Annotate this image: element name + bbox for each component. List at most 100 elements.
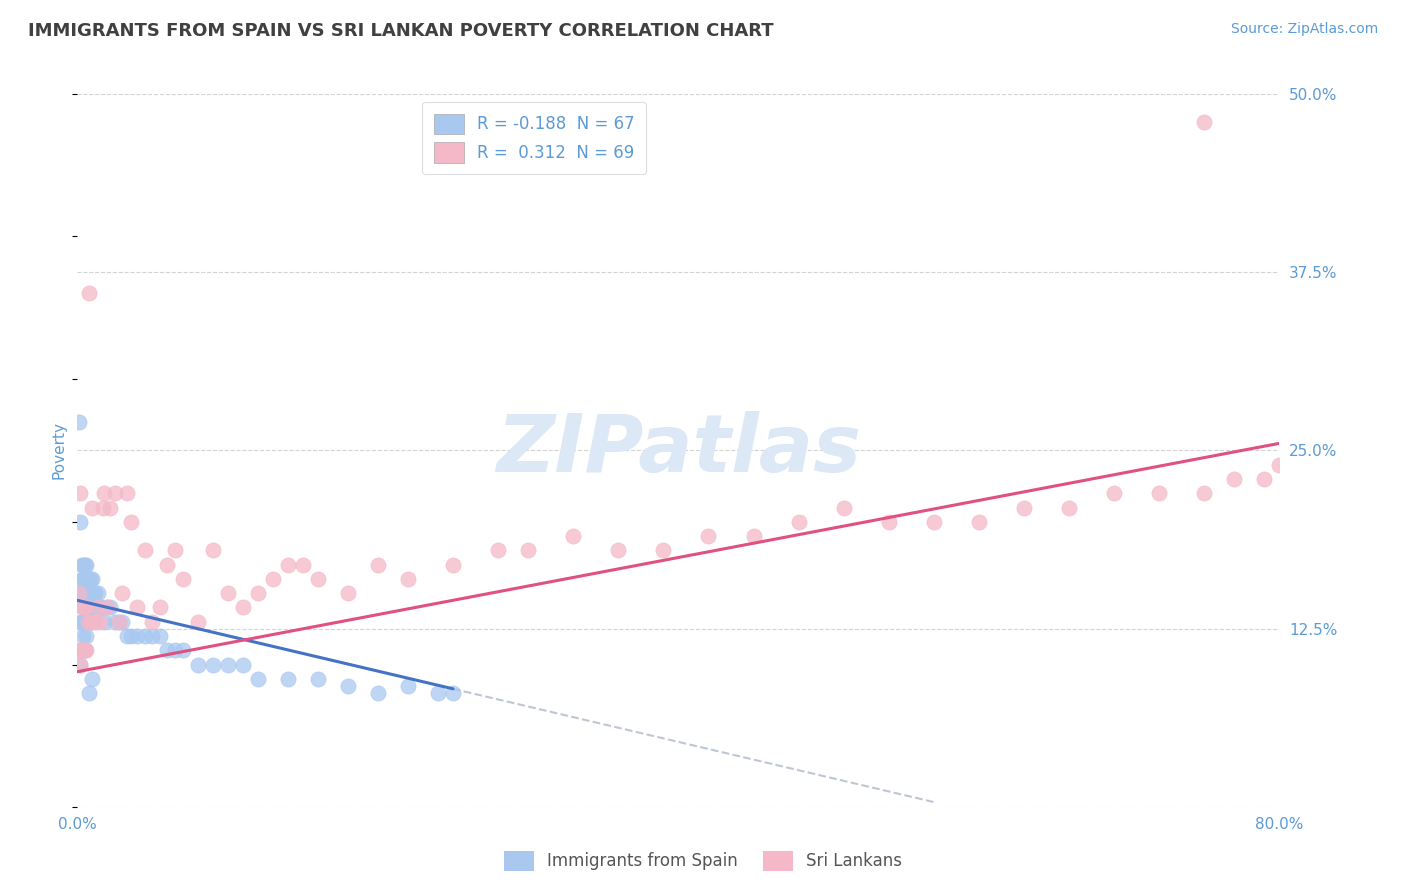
Point [84,615,107,629]
Point [79,286,101,301]
Point [104,486,127,500]
Text: ZIPatlas: ZIPatlas [496,411,860,490]
Point [72,629,94,643]
Point [80,572,103,586]
Point [70,615,93,629]
Point [1194,115,1216,129]
Point [163,543,186,558]
Point [76,615,98,629]
Point [89,600,111,615]
Point [486,543,509,558]
Point [96,600,118,615]
Point [79,600,101,615]
Point [82,672,104,686]
Point [517,543,540,558]
Legend: Immigrants from Spain, Sri Lankans: Immigrants from Spain, Sri Lankans [495,842,911,880]
Point [427,686,450,700]
Point [742,529,765,543]
Point [70,643,93,657]
Point [67,415,90,429]
Point [120,515,142,529]
Point [163,643,186,657]
Point [291,558,314,572]
Point [307,572,329,586]
Point [232,600,254,615]
Point [70,572,93,586]
Point [246,672,269,686]
Point [877,515,900,529]
Point [307,672,329,686]
Point [72,643,94,657]
Point [104,615,127,629]
Point [217,657,239,672]
Point [73,572,96,586]
Point [115,629,138,643]
Point [93,615,115,629]
Point [832,500,855,515]
Point [156,558,179,572]
Point [441,686,464,700]
Point [127,600,149,615]
Point [232,657,254,672]
Point [396,572,419,586]
Point [70,643,93,657]
Point [134,543,156,558]
Point [96,600,118,615]
Point [75,629,97,643]
Point [70,600,93,615]
Point [87,600,110,615]
Y-axis label: Poverty: Poverty [52,421,67,480]
Point [607,543,630,558]
Point [67,586,90,600]
Point [72,600,94,615]
Point [172,572,194,586]
Point [697,529,720,543]
Point [141,615,163,629]
Point [246,586,269,600]
Point [336,679,359,693]
Point [1057,500,1080,515]
Point [217,586,239,600]
Point [67,643,90,657]
Point [75,600,97,615]
Point [73,600,96,615]
Point [73,643,96,657]
Point [1223,472,1246,486]
Point [69,657,91,672]
Point [79,572,101,586]
Point [149,600,172,615]
Point [73,586,96,600]
Point [73,558,96,572]
Point [277,558,299,572]
Point [67,586,90,600]
Point [69,486,91,500]
Point [201,543,224,558]
Point [75,558,97,572]
Point [367,686,389,700]
Point [69,657,91,672]
Point [1194,486,1216,500]
Point [336,586,359,600]
Point [967,515,990,529]
Point [108,615,131,629]
Point [70,558,93,572]
Point [115,486,138,500]
Point [76,615,98,629]
Point [75,643,97,657]
Point [72,558,94,572]
Point [89,615,111,629]
Point [91,500,114,515]
Point [82,500,104,515]
Point [100,500,122,515]
Point [90,600,112,615]
Point [84,586,107,600]
Point [87,586,110,600]
Point [149,629,172,643]
Point [73,615,96,629]
Point [156,643,179,657]
Point [73,643,96,657]
Point [100,600,122,615]
Point [82,600,104,615]
Point [80,615,103,629]
Point [922,515,945,529]
